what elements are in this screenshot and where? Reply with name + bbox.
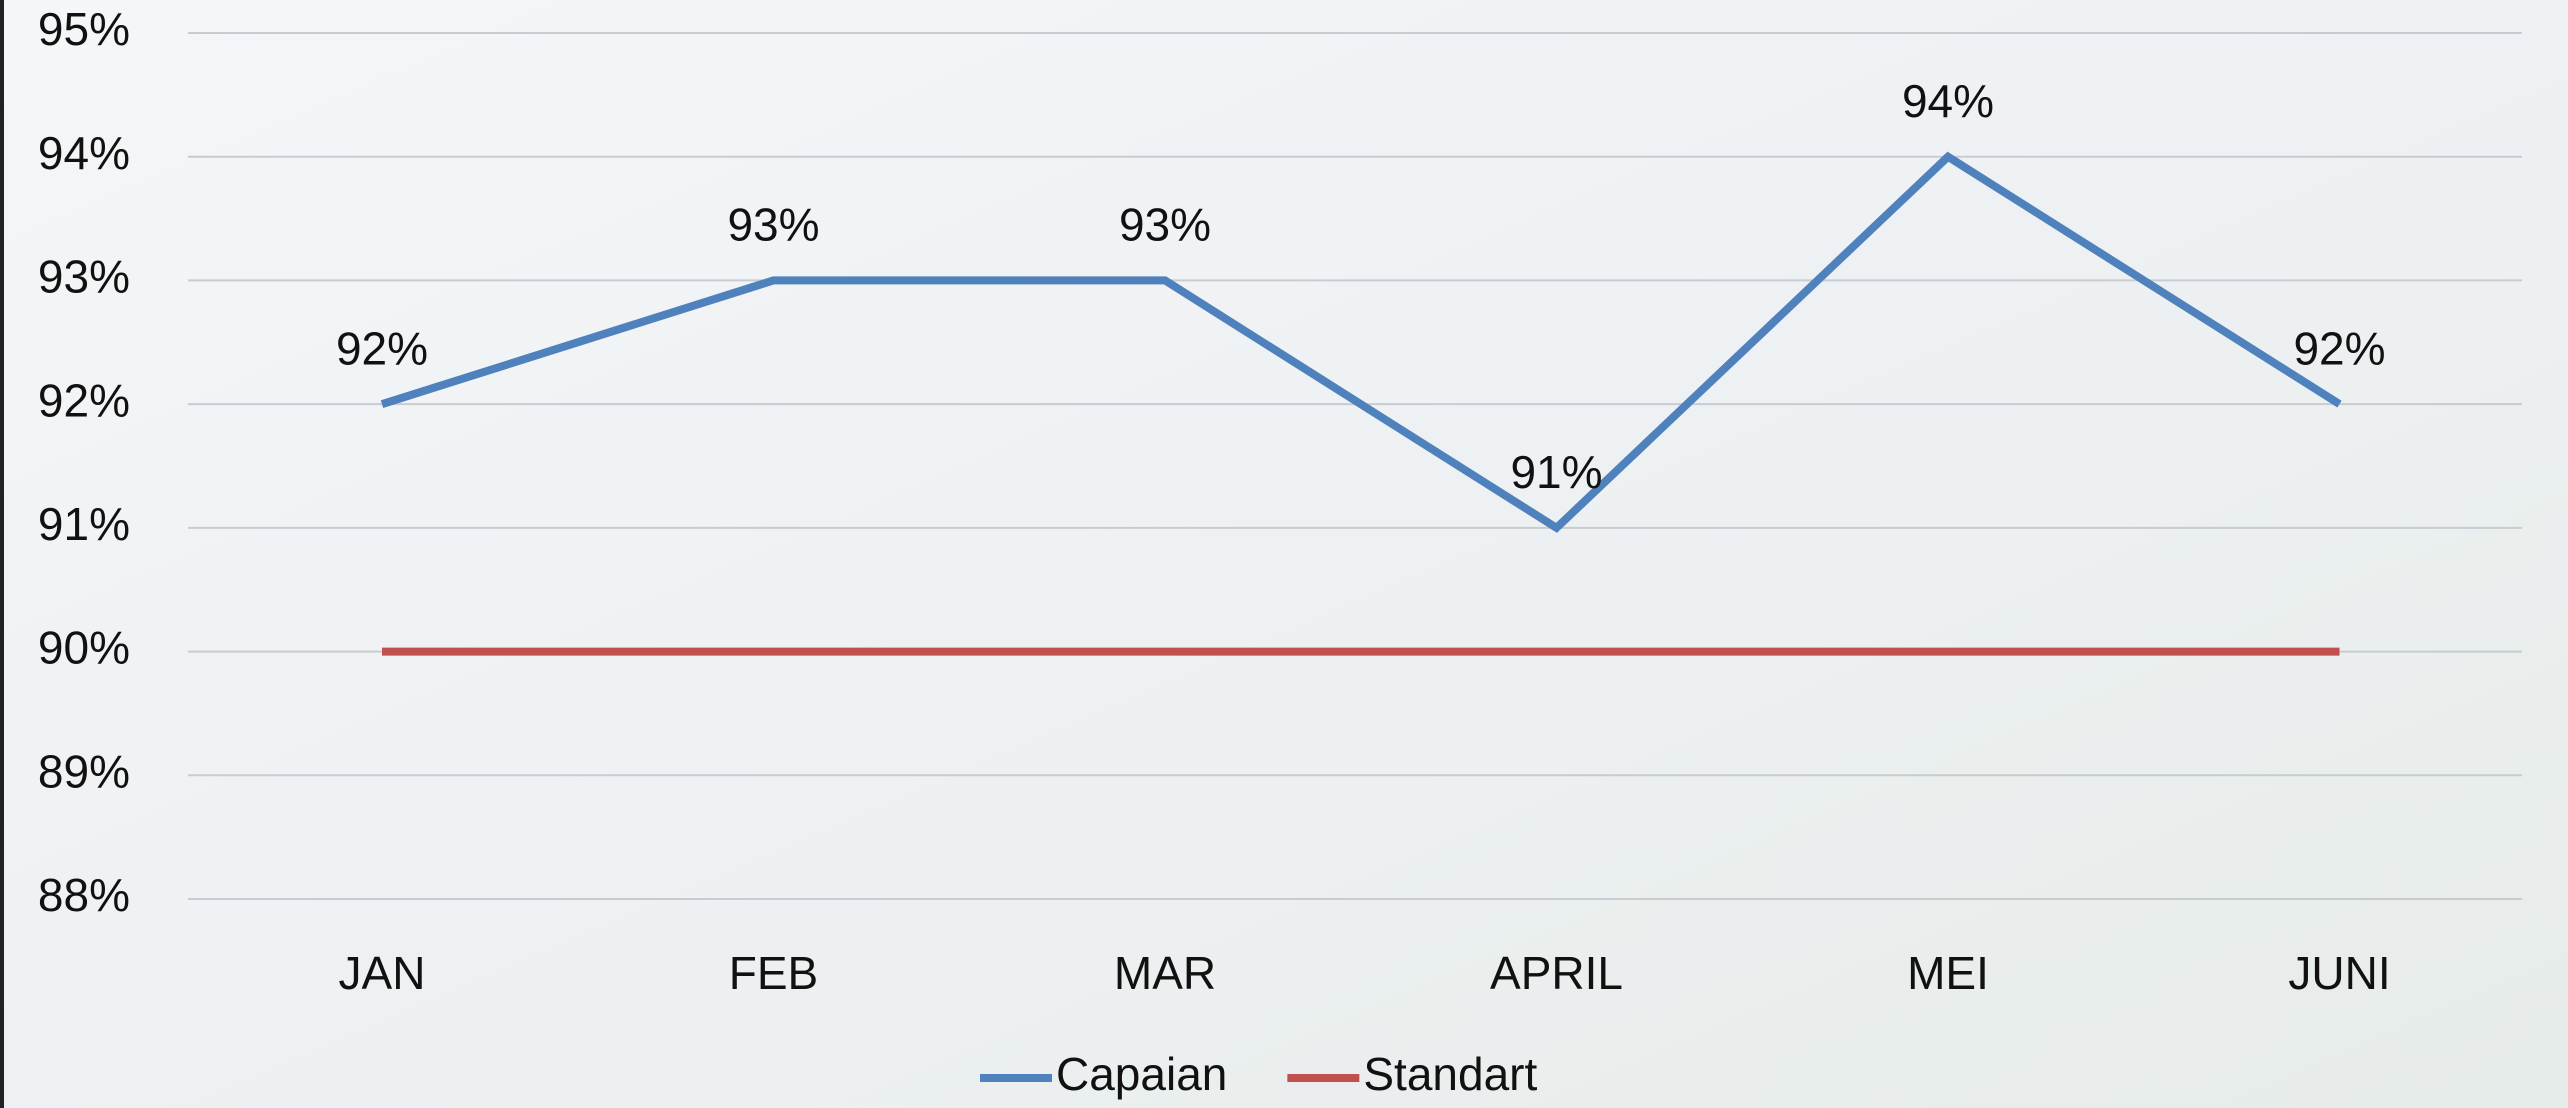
page: 88% 89% 90% 91% 92% 93% 94% 95% JAN FEB MAR APRIL ME… xyxy=(0,0,2568,1108)
data-label: 92% xyxy=(336,322,428,374)
data-label: 91% xyxy=(1510,446,1602,498)
data-label: 93% xyxy=(727,199,819,251)
x-tick-label: APRIL xyxy=(1490,947,1623,999)
x-tick-label: MEI xyxy=(1907,947,1989,999)
background xyxy=(0,0,2568,1108)
y-tick-label: 90% xyxy=(38,622,130,674)
y-tick-label: 92% xyxy=(38,374,130,426)
data-label: 92% xyxy=(2293,322,2385,374)
data-label: 93% xyxy=(1119,199,1211,251)
legend-label: Capaian xyxy=(1056,1048,1227,1100)
data-label: 94% xyxy=(1902,75,1994,127)
y-tick-label: 89% xyxy=(38,745,130,797)
x-tick-label: FEB xyxy=(729,947,818,999)
chart: 88% 89% 90% 91% 92% 93% 94% 95% JAN FEB MAR APRIL ME… xyxy=(0,0,2568,1108)
y-tick-label: 94% xyxy=(38,127,130,179)
y-tick-label: 88% xyxy=(38,869,130,921)
y-tick-label: 95% xyxy=(38,3,130,55)
x-tick-label: MAR xyxy=(1114,947,1216,999)
x-tick-label: JUNI xyxy=(2288,947,2390,999)
y-tick-label: 93% xyxy=(38,251,130,303)
legend-label: Standart xyxy=(1363,1048,1537,1100)
y-tick-label: 91% xyxy=(38,498,130,550)
x-tick-label: JAN xyxy=(339,947,426,999)
